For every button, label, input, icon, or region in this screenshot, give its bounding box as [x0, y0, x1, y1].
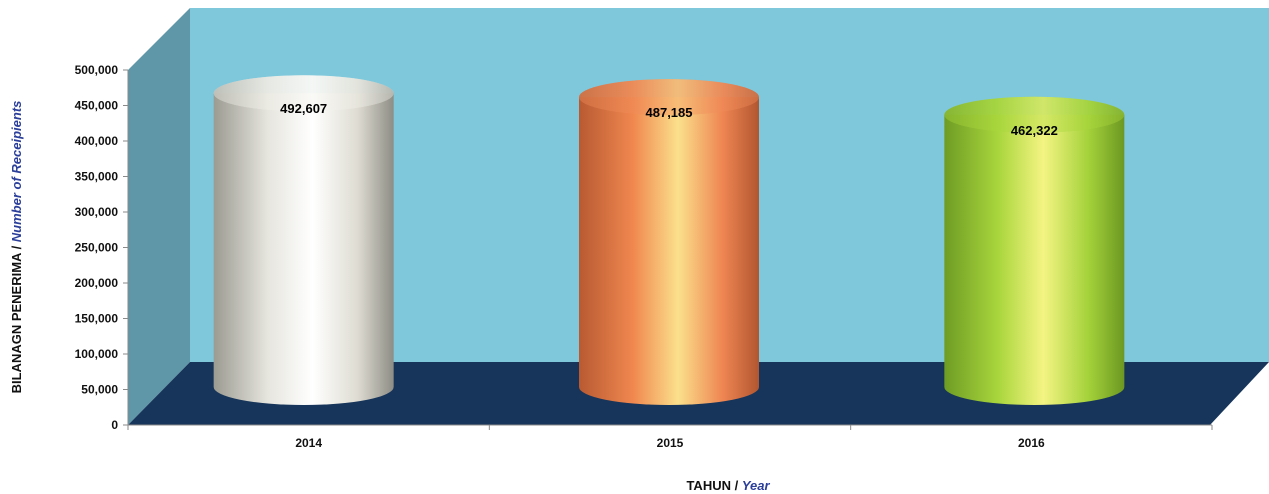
bar-2015: 487,185 — [579, 79, 759, 406]
y-tick-label: 300,000 — [75, 205, 119, 219]
data-label: 462,322 — [1011, 123, 1058, 138]
data-label: 487,185 — [646, 105, 693, 120]
cylinder-top-shade — [213, 75, 394, 112]
data-label: 492,607 — [280, 101, 327, 116]
y-tick-label: 50,000 — [81, 383, 118, 397]
cylinder-body — [213, 93, 394, 405]
x-axis: 2014 2015 2016 — [127, 425, 1213, 450]
x-tick-label: 2014 — [295, 436, 322, 450]
y-axis-title: BILANAGN PENERIMA / Number of Receipient… — [9, 101, 24, 394]
y-axis: 0 50,000 100,000 150,000 200,000 250,000 300,0… — [75, 63, 128, 432]
y-tick-label: 450,000 — [75, 99, 119, 113]
bar-2016: 462,322 — [944, 96, 1125, 406]
bars: 492,607 487,185 462,322 — [213, 75, 1125, 406]
x-axis-title: TAHUN / Year — [686, 478, 770, 493]
y-tick-label: 100,000 — [75, 347, 119, 361]
y-tick-label: 500,000 — [75, 63, 119, 77]
x-axis-title-main: TAHUN / — [686, 478, 741, 493]
cylinder-top-shade — [579, 79, 759, 116]
y-axis-title-en: Number of Receipients — [9, 101, 24, 243]
svg-text:TAHUN / Year: TAHUN / Year — [686, 478, 770, 493]
cylinder-body — [944, 114, 1125, 406]
x-tick-label: 2015 — [657, 436, 684, 450]
x-tick-label: 2016 — [1018, 436, 1045, 450]
side-wall — [128, 8, 190, 425]
y-tick-label: 400,000 — [75, 134, 119, 148]
y-tick-label: 350,000 — [75, 170, 119, 184]
bar-2014: 492,607 — [213, 75, 394, 405]
cylinder-body — [579, 97, 759, 406]
y-tick-label: 200,000 — [75, 276, 119, 290]
y-tick-label: 0 — [111, 418, 118, 432]
y-tick-label: 250,000 — [75, 241, 119, 255]
y-axis-title-main: BILANAGN PENERIMA / — [9, 242, 24, 393]
x-axis-title-en: Year — [742, 478, 771, 493]
y-tick-label: 150,000 — [75, 312, 119, 326]
cylinder-top-shade — [944, 96, 1125, 133]
svg-text:BILANAGN PENERIMA / Number of: BILANAGN PENERIMA / Number of Receipient… — [9, 101, 24, 394]
